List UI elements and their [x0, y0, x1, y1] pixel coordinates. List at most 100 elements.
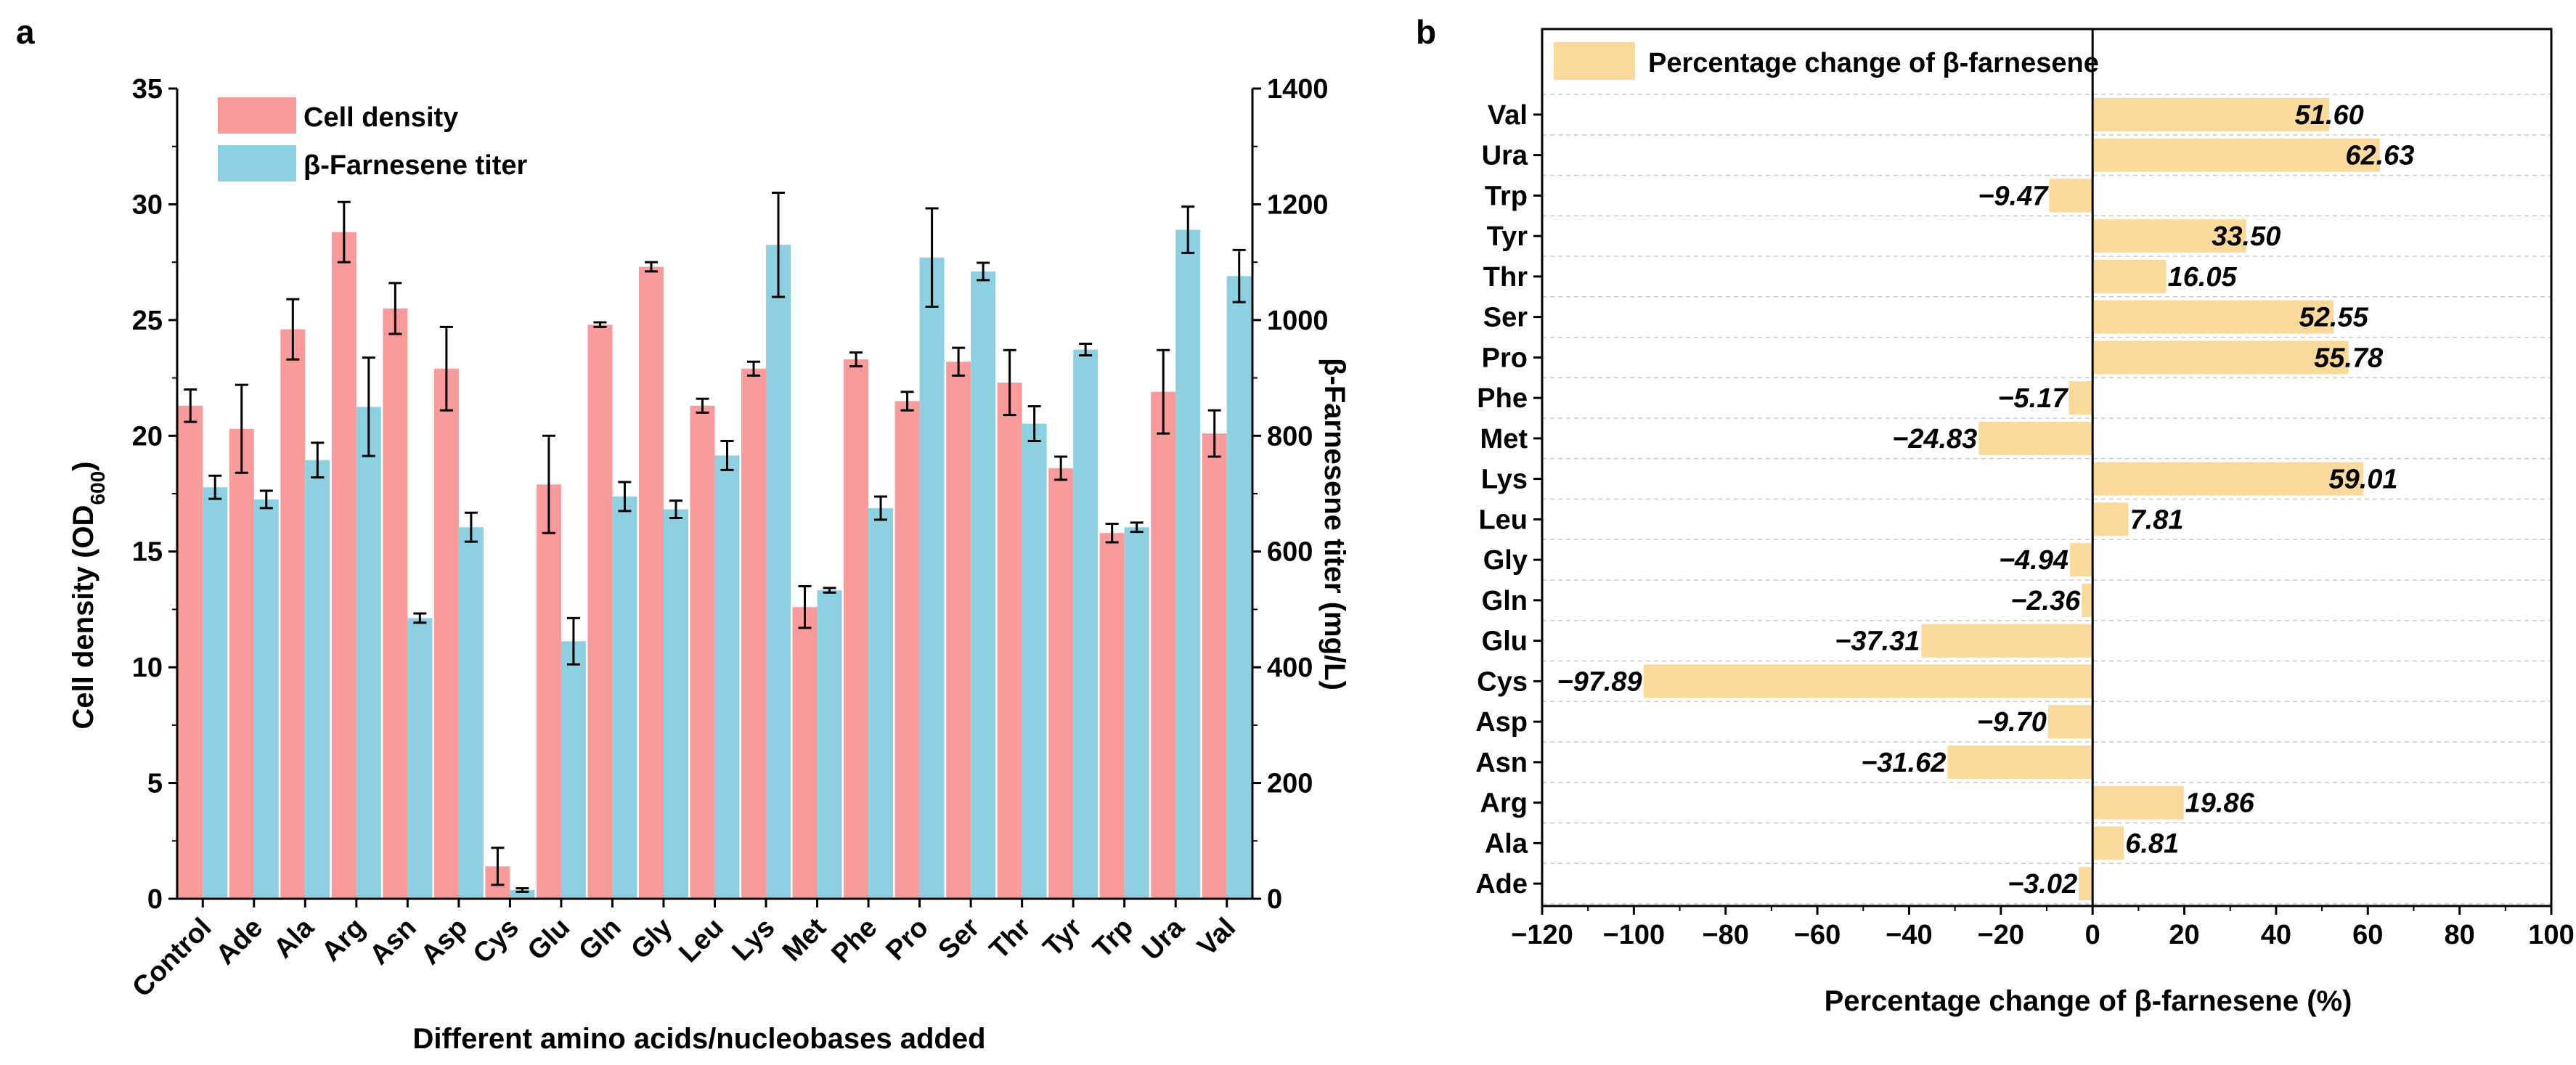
x-tick-label-3: −60 [1794, 920, 1841, 950]
left-y-tick-label-5: 5 [147, 769, 163, 799]
x-tick-label-4: −40 [1886, 920, 1932, 950]
x-tick-label-10: 80 [2444, 920, 2474, 950]
x-tick-label-pro: Pro [880, 913, 934, 967]
value-label-gly: −4.94 [1999, 545, 2068, 576]
legend-label-farnesene-titer: β-Farnesene titer [303, 150, 527, 181]
bar-farnesene-titer-cys [510, 890, 535, 899]
legend-label-cell-density: Cell density [303, 102, 458, 133]
bar-farnesene-titer-control [203, 487, 228, 899]
bar-percentage-change-gly [2069, 543, 2093, 577]
x-tick-label-asp: Asp [415, 913, 473, 971]
bar-farnesene-titer-ade [253, 499, 279, 899]
panel-a-right-y-axis-title: β-Farnesene titer (mg/L) [1318, 358, 1350, 690]
bar-cell-density-gly [638, 266, 664, 899]
bar-cell-density-glu [536, 484, 561, 899]
bar-percentage-change-gln [2082, 583, 2093, 617]
legend-label-percentage-change: Percentage change of β-farnesene [1648, 48, 2099, 78]
bar-percentage-change-tyr [2092, 219, 2246, 253]
value-label-phe: −5.17 [1997, 383, 2068, 414]
bar-percentage-change-thr [2092, 259, 2167, 293]
legend-swatch-farnesene-titer [218, 145, 296, 181]
x-tick-label-1: −100 [1603, 920, 1666, 950]
y-tick-label-ade: Ade [1475, 869, 1528, 899]
y-tick-label-tyr: Tyr [1487, 221, 1528, 252]
panel-b-axes: Val Ura Trp Tyr Thr Ser Pro Phe Met Lys Leu Gly Gln G… [1475, 28, 2575, 950]
y-tick-label-met: Met [1480, 424, 1528, 454]
panel-b-percentage-change-chart: b 51.60 62.63 −9.47 33.50 16.05 52.55 55.78 −5.… [1416, 13, 2575, 1017]
bar-cell-density-lys [741, 368, 767, 899]
bar-cell-density-ura [1151, 391, 1176, 899]
value-label-val: 51.60 [2295, 100, 2364, 131]
right-y-tick-label-1200: 1200 [1267, 189, 1329, 220]
bar-cell-density-gln [587, 325, 613, 899]
left-y-tick-label-10: 10 [132, 653, 163, 683]
y-tick-label-cys: Cys [1477, 666, 1528, 697]
panel-b-label: b [1416, 13, 1436, 51]
legend-swatch-cell-density [218, 97, 296, 134]
x-tick-label-cys: Cys [468, 913, 525, 970]
x-tick-label-asn: Asn [364, 913, 422, 971]
legend-swatch-percentage-change [1554, 42, 1635, 80]
value-label-tyr: 33.50 [2212, 221, 2281, 252]
bar-farnesene-titer-ura [1175, 229, 1201, 899]
x-tick-label-control: Control [126, 913, 217, 1003]
bar-cell-density-val [1202, 433, 1227, 899]
bar-percentage-change-cys [1643, 664, 2093, 698]
value-label-gln: −2.36 [2010, 586, 2081, 616]
left-y-tick-label-25: 25 [132, 306, 163, 336]
bar-percentage-change-ala [2092, 826, 2124, 860]
bar-percentage-change-ura [2092, 138, 2380, 172]
value-label-pro: 55.78 [2314, 343, 2384, 373]
panel-a-bars [178, 229, 1252, 899]
panel-a-legend: Cell density β-Farnesene titer [218, 97, 527, 181]
x-tick-label-7: 20 [2169, 920, 2199, 950]
value-label-ade: −3.02 [2008, 869, 2077, 899]
bar-farnesene-titer-met [817, 590, 842, 899]
bar-cell-density-phe [844, 359, 869, 899]
y-tick-label-gln: Gln [1482, 586, 1528, 616]
value-label-met: −24.83 [1892, 424, 1977, 454]
value-label-arg: 19.86 [2185, 788, 2255, 819]
left-y-tick-label-30: 30 [132, 189, 163, 220]
x-tick-label-11: 100 [2528, 920, 2574, 950]
bar-farnesene-titer-val [1226, 276, 1252, 899]
x-tick-label-val: Val [1192, 913, 1242, 963]
bar-percentage-change-leu [2092, 502, 2129, 536]
x-tick-label-6: 0 [2085, 920, 2100, 950]
bar-percentage-change-phe [2068, 381, 2093, 415]
x-tick-label-ade: Ade [211, 913, 269, 971]
bar-cell-density-control [178, 405, 203, 899]
x-tick-label-met: Met [777, 912, 832, 967]
right-y-tick-label-400: 400 [1267, 653, 1313, 683]
panel-b-legend: Percentage change of β-farnesene [1554, 42, 2099, 80]
bar-percentage-change-arg [2092, 786, 2184, 820]
y-tick-label-val: Val [1488, 100, 1528, 131]
y-tick-label-thr: Thr [1483, 262, 1528, 293]
x-tick-label-5: −20 [1978, 920, 2024, 950]
x-tick-label-8: 40 [2261, 920, 2291, 950]
x-tick-label-ura: Ura [1136, 912, 1191, 966]
panel-b-x-axis-title: Percentage change of β-farnesene (%) [1825, 985, 2352, 1017]
bar-cell-density-tyr [1048, 468, 1074, 899]
x-tick-label-leu: Leu [673, 913, 729, 968]
bar-cell-density-met [792, 607, 818, 899]
bar-farnesene-titer-arg [356, 407, 381, 899]
y-tick-label-gly: Gly [1483, 545, 1528, 576]
bar-farnesene-titer-thr [1022, 423, 1047, 899]
bar-percentage-change-val [2092, 97, 2330, 131]
bar-cell-density-ade [229, 428, 254, 899]
right-y-tick-label-600: 600 [1267, 537, 1313, 568]
x-tick-label-0: −120 [1511, 920, 1573, 950]
left-y-tick-label-0: 0 [147, 884, 163, 915]
value-label-ser: 52.55 [2299, 303, 2369, 333]
y-tick-label-phe: Phe [1477, 383, 1528, 414]
x-tick-label-2: −80 [1702, 920, 1748, 950]
bar-percentage-change-asp [2047, 705, 2093, 739]
bar-percentage-change-ser [2092, 300, 2334, 334]
bar-percentage-change-ade [2079, 867, 2093, 901]
panel-b-bars: 51.60 62.63 −9.47 33.50 16.05 52.55 55.78 −5.17… [1557, 97, 2414, 901]
bar-cell-density-thr [997, 382, 1022, 899]
y-tick-label-ser: Ser [1483, 303, 1528, 333]
